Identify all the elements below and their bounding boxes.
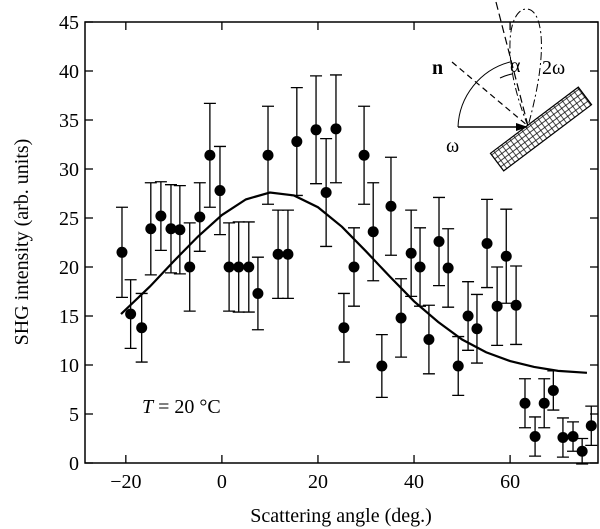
data-point: [194, 211, 206, 223]
y-tick-label: 45: [59, 12, 79, 34]
alpha-arc: [499, 73, 513, 79]
data-point: [358, 149, 370, 161]
sh-lobe: [509, 8, 542, 127]
data-point: [462, 310, 474, 322]
data-point: [529, 431, 541, 443]
x-tick-label: 20: [308, 471, 328, 493]
sample-surface: [489, 86, 593, 172]
data-point: [155, 210, 167, 222]
data-point: [252, 287, 264, 299]
y-tick-label: 5: [69, 404, 79, 426]
y-tick-label: 0: [69, 453, 79, 475]
data-point: [433, 236, 445, 248]
data-point: [282, 248, 294, 260]
plot-frame: [84, 21, 599, 464]
data-point: [320, 187, 332, 199]
data-point: [442, 262, 454, 274]
data-point: [405, 247, 417, 259]
data-point: [367, 226, 379, 238]
y-tick-label: 30: [59, 159, 79, 181]
inset-label: 2ω: [542, 57, 565, 79]
y-tick-label: 10: [59, 355, 79, 377]
data-point: [174, 224, 186, 236]
data-point: [262, 149, 274, 161]
data-point: [576, 445, 588, 457]
data-point: [519, 397, 531, 409]
data-point: [376, 360, 388, 372]
y-tick-label: 15: [59, 306, 79, 328]
annotation-symbol: T: [142, 396, 155, 418]
x-tick-label: 60: [500, 471, 520, 493]
data-point: [272, 248, 284, 260]
data-point: [184, 261, 196, 273]
data-point: [204, 149, 216, 161]
arrow-head: [516, 123, 528, 131]
data-point: [395, 312, 407, 324]
inset-label: α: [510, 55, 521, 77]
y-axis-label: SHG intensity (arb. units): [11, 139, 33, 346]
data-point: [481, 237, 493, 249]
data-point: [223, 261, 235, 273]
data-point: [243, 261, 255, 273]
x-tick-label: 0: [217, 471, 227, 493]
x-tick-label: 40: [404, 471, 424, 493]
data-point: [414, 261, 426, 273]
data-point: [310, 124, 322, 136]
data-point: [538, 397, 550, 409]
data-point: [557, 432, 569, 444]
x-tick-label: −20: [110, 471, 141, 493]
annotation: T = 20 °C: [142, 396, 221, 418]
data-point: [136, 322, 148, 334]
data-point: [233, 261, 245, 273]
data-point: [165, 223, 177, 235]
data-point: [567, 431, 579, 443]
y-tick-label: 25: [59, 208, 79, 230]
annotation-text: = 20 °C: [158, 396, 221, 418]
angle-arc: [457, 61, 511, 128]
data-point: [452, 360, 464, 372]
data-point: [547, 384, 559, 396]
inset-label: ω: [446, 135, 459, 157]
y-tick-label: 35: [59, 110, 79, 132]
data-point: [330, 123, 342, 135]
inset-diagram: n α 2ω ω: [432, 1, 593, 172]
data-point: [510, 299, 522, 311]
data-point: [585, 420, 597, 432]
data-point: [348, 261, 360, 273]
data-point: [145, 223, 157, 235]
scatter-line: [495, 1, 529, 127]
x-axis-label: Scattering angle (deg.): [250, 505, 432, 527]
data-point: [500, 250, 512, 262]
data-point: [116, 246, 128, 258]
data-point: [423, 334, 435, 346]
y-tick-label: 40: [59, 61, 79, 83]
data-point: [125, 308, 137, 320]
inset-label: n: [432, 57, 443, 79]
y-tick-label: 20: [59, 257, 79, 279]
data-point: [338, 322, 350, 334]
data-point: [214, 185, 226, 197]
fit-curve: [120, 191, 588, 374]
data-point: [385, 200, 397, 212]
data-point: [491, 300, 503, 312]
data-point: [291, 136, 303, 148]
data-point: [471, 323, 483, 335]
normal-line: [451, 61, 529, 127]
